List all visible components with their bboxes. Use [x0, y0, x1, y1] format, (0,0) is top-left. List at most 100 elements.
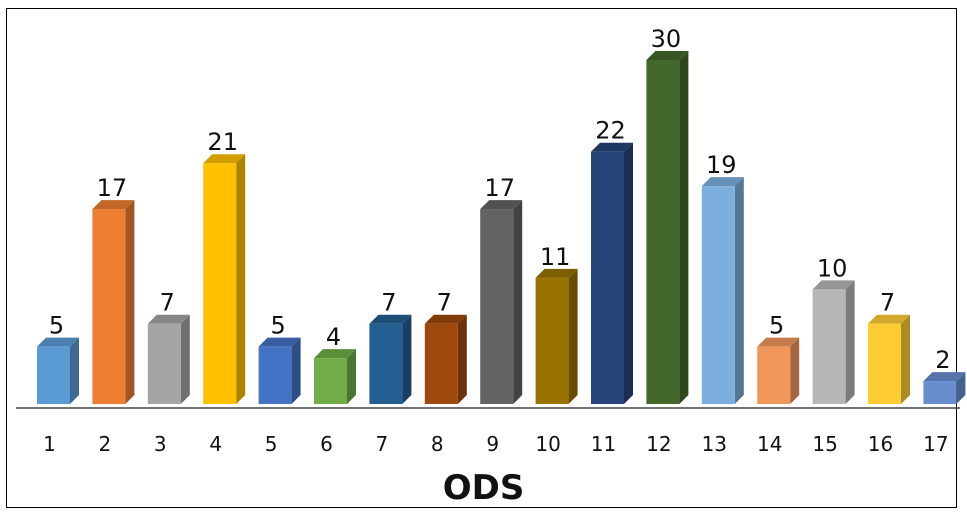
- x-tick-label: 13: [702, 432, 727, 456]
- bar-top-face: [646, 51, 689, 60]
- bar-front-face: [92, 209, 126, 404]
- bar-top-face: [203, 154, 246, 164]
- bar-value-label: 19: [706, 151, 737, 179]
- bar-top-face: [701, 177, 744, 187]
- bar-side-face: [901, 314, 910, 404]
- bar-front-face: [646, 60, 680, 404]
- bar-side-face: [180, 314, 190, 404]
- bar-side-face: [679, 51, 689, 404]
- x-tick-label: 15: [812, 432, 837, 456]
- bar-front-face: [424, 323, 458, 404]
- bar-front-face: [757, 346, 791, 404]
- bar-value-label: 7: [160, 289, 175, 317]
- bar-ods-11: [591, 142, 633, 404]
- bar-side-face: [956, 372, 966, 404]
- x-tick-label: 4: [209, 432, 222, 456]
- bar-front-face: [314, 358, 347, 404]
- bar-top-face: [314, 349, 356, 359]
- x-tick-label: 7: [376, 432, 389, 456]
- bar-value-label: 10: [817, 254, 848, 282]
- bar-top-face: [868, 314, 910, 324]
- bar-value-label: 5: [49, 312, 64, 340]
- bar-top-face: [92, 200, 135, 210]
- bar-front-face: [701, 186, 735, 404]
- bar-side-face: [513, 200, 523, 404]
- bar-ods-12: [646, 51, 689, 404]
- bar-ods-17: [923, 372, 966, 404]
- bar-ods-5: [258, 337, 301, 404]
- bar-ods-14: [757, 337, 800, 404]
- x-tick-label: 5: [265, 432, 278, 456]
- bar-ods-10: [535, 268, 578, 404]
- bar-ods-6: [314, 349, 356, 404]
- bar-ods-16: [868, 314, 910, 404]
- x-tick-label: 8: [431, 432, 444, 456]
- bar-value-label: 22: [595, 117, 626, 145]
- bar-value-label: 5: [769, 312, 784, 340]
- x-tick-label: 2: [99, 432, 112, 456]
- x-tick-label: 12: [646, 432, 671, 456]
- x-tick-label: 3: [154, 432, 167, 456]
- x-tick-label: 16: [868, 432, 893, 456]
- bar-ods-15: [812, 280, 855, 404]
- bar-top-face: [480, 200, 523, 210]
- bars-group: 5 17 7 21 5 4 7 7 17 11 22 30 19 5 10 7 2: [37, 25, 966, 404]
- x-tick-label: 17: [923, 432, 948, 456]
- bar-ods-2: [92, 200, 135, 404]
- bar-ods-9: [480, 200, 523, 404]
- bar-value-label: 7: [437, 289, 452, 317]
- bar-ods-8: [424, 314, 467, 404]
- bar-ods-13: [701, 177, 744, 404]
- bar-top-face: [757, 337, 800, 347]
- bar-top-face: [812, 280, 855, 290]
- x-tick-labels: 1 2 3 4 5 6 7 8 9 10 11 12 13 14 15 16 17: [43, 432, 948, 456]
- bar-side-face: [125, 200, 135, 404]
- bar-ods-1: [37, 337, 79, 404]
- bar-value-label: 11: [540, 243, 571, 271]
- bar-top-face: [424, 314, 467, 324]
- bar-top-face: [258, 337, 301, 347]
- bar-side-face: [347, 349, 356, 404]
- bar-top-face: [591, 142, 633, 152]
- bar-side-face: [236, 154, 246, 404]
- bar-side-face: [734, 177, 744, 404]
- bar-ods-4: [203, 154, 246, 404]
- x-tick-label: 1: [43, 432, 56, 456]
- bar-value-label: 4: [326, 323, 341, 351]
- bar-front-face: [591, 151, 624, 404]
- x-tick-label: 9: [486, 432, 499, 456]
- bar-front-face: [535, 277, 569, 404]
- bar-front-face: [203, 163, 237, 404]
- bar-value-label: 7: [880, 289, 895, 317]
- bar-side-face: [790, 337, 800, 404]
- x-tick-label: 6: [320, 432, 333, 456]
- bar-side-face: [70, 337, 79, 404]
- bar-top-face: [37, 337, 79, 347]
- bar-side-face: [568, 268, 578, 404]
- bar-ods-7: [369, 314, 412, 404]
- bar-front-face: [868, 323, 901, 404]
- bar-side-face: [845, 280, 855, 404]
- bar-side-face: [624, 142, 633, 404]
- x-axis-title: ODS: [442, 468, 525, 508]
- bar-value-label: 5: [270, 312, 285, 340]
- x-tick-label: 10: [535, 432, 560, 456]
- bar-front-face: [923, 381, 957, 404]
- x-tick-label: 11: [591, 432, 616, 456]
- bar-top-face: [369, 314, 412, 324]
- bar-front-face: [258, 346, 292, 404]
- bar-top-face: [923, 372, 966, 382]
- bar-side-face: [291, 337, 301, 404]
- x-tick-label: 14: [757, 432, 782, 456]
- bar-top-face: [535, 268, 578, 278]
- bar-value-label: 17: [97, 174, 128, 202]
- bar-value-label: 21: [207, 128, 238, 156]
- bar-side-face: [402, 314, 412, 404]
- bar-front-face: [37, 346, 70, 404]
- bar-front-face: [147, 323, 181, 404]
- bar-front-face: [812, 289, 846, 404]
- bar-value-label: 17: [484, 174, 515, 202]
- bar-ods-3: [147, 314, 190, 404]
- bar-side-face: [457, 314, 467, 404]
